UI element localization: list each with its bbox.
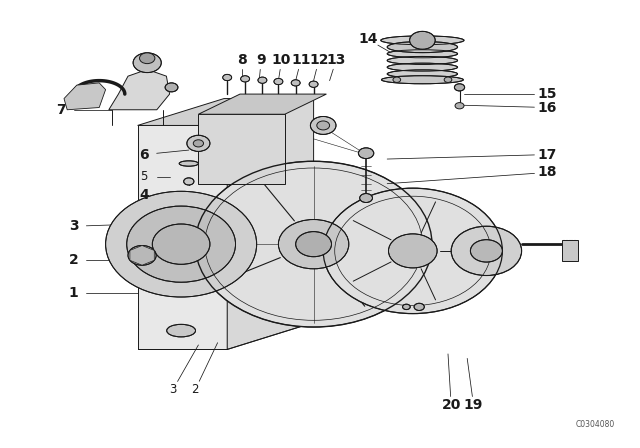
Circle shape bbox=[187, 135, 210, 151]
Circle shape bbox=[133, 53, 161, 73]
Text: C0304080: C0304080 bbox=[575, 420, 614, 429]
Circle shape bbox=[106, 191, 257, 297]
Circle shape bbox=[127, 206, 236, 282]
Circle shape bbox=[140, 53, 155, 64]
Circle shape bbox=[360, 194, 372, 202]
Bar bbox=[562, 240, 578, 261]
Circle shape bbox=[388, 234, 437, 268]
Polygon shape bbox=[138, 125, 227, 349]
Text: 17: 17 bbox=[538, 147, 557, 162]
Ellipse shape bbox=[387, 63, 458, 71]
Polygon shape bbox=[198, 94, 326, 114]
Circle shape bbox=[309, 81, 318, 87]
Text: 10: 10 bbox=[272, 53, 291, 68]
Circle shape bbox=[323, 188, 502, 314]
Circle shape bbox=[223, 74, 232, 81]
Circle shape bbox=[414, 303, 424, 310]
Ellipse shape bbox=[166, 324, 196, 337]
Polygon shape bbox=[227, 99, 314, 349]
Circle shape bbox=[193, 140, 204, 147]
Polygon shape bbox=[138, 99, 314, 125]
Polygon shape bbox=[198, 114, 285, 184]
Ellipse shape bbox=[387, 41, 458, 53]
Circle shape bbox=[128, 246, 156, 265]
Ellipse shape bbox=[387, 70, 458, 78]
Circle shape bbox=[451, 226, 522, 276]
Text: 9: 9 bbox=[256, 53, 266, 68]
Text: 7: 7 bbox=[56, 103, 66, 117]
Circle shape bbox=[184, 178, 194, 185]
Text: 13: 13 bbox=[326, 53, 346, 68]
Text: 12: 12 bbox=[309, 53, 328, 68]
Circle shape bbox=[470, 240, 502, 262]
Text: 15: 15 bbox=[538, 87, 557, 101]
Text: 11: 11 bbox=[291, 53, 310, 68]
Text: 16: 16 bbox=[538, 100, 557, 115]
Text: 14: 14 bbox=[358, 32, 378, 47]
Text: 6: 6 bbox=[139, 147, 149, 162]
Circle shape bbox=[358, 148, 374, 159]
Ellipse shape bbox=[387, 50, 458, 58]
Ellipse shape bbox=[387, 56, 458, 65]
Text: 2: 2 bbox=[68, 253, 79, 267]
Circle shape bbox=[393, 77, 401, 82]
Ellipse shape bbox=[179, 161, 198, 166]
Circle shape bbox=[274, 78, 283, 85]
Polygon shape bbox=[109, 69, 170, 110]
Polygon shape bbox=[130, 246, 154, 265]
Circle shape bbox=[278, 220, 349, 269]
Circle shape bbox=[296, 232, 332, 257]
Ellipse shape bbox=[381, 36, 464, 45]
Circle shape bbox=[133, 249, 151, 262]
Text: 3: 3 bbox=[68, 219, 79, 233]
Circle shape bbox=[165, 83, 178, 92]
Text: 8: 8 bbox=[237, 53, 247, 68]
Circle shape bbox=[444, 77, 452, 82]
Text: 1: 1 bbox=[68, 286, 79, 301]
Circle shape bbox=[195, 161, 432, 327]
Circle shape bbox=[410, 31, 435, 49]
Text: 4: 4 bbox=[139, 188, 149, 202]
Text: 19: 19 bbox=[464, 398, 483, 413]
Circle shape bbox=[310, 116, 336, 134]
Circle shape bbox=[291, 80, 300, 86]
Circle shape bbox=[317, 121, 330, 130]
Text: 5: 5 bbox=[140, 170, 148, 184]
Circle shape bbox=[152, 224, 210, 264]
Circle shape bbox=[241, 76, 250, 82]
Circle shape bbox=[454, 84, 465, 91]
Text: 18: 18 bbox=[538, 165, 557, 180]
Polygon shape bbox=[64, 83, 106, 110]
Circle shape bbox=[258, 77, 267, 83]
Text: 3: 3 bbox=[169, 383, 177, 396]
Circle shape bbox=[403, 304, 410, 310]
Text: 2: 2 bbox=[191, 383, 199, 396]
Text: 20: 20 bbox=[442, 398, 461, 413]
Ellipse shape bbox=[381, 76, 463, 84]
Circle shape bbox=[455, 103, 464, 109]
